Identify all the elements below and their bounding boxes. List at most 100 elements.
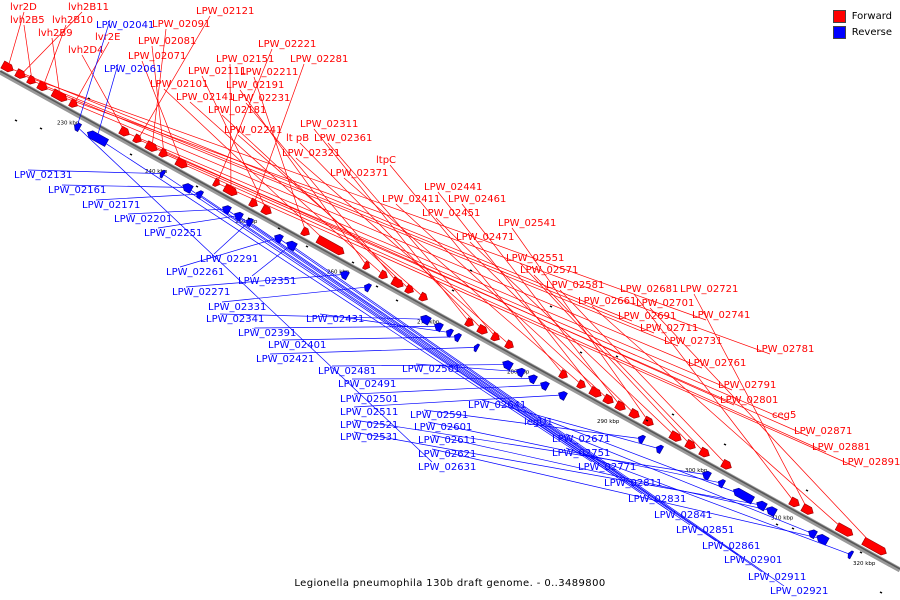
forward-gene-label: lvr2E [95,32,121,43]
reverse-gene-leader [251,244,292,277]
reverse-gene-label: LPW_02401 [268,340,326,351]
forward-gene [362,260,370,270]
reverse-gene-leader [27,169,163,174]
scale-tick-label: 230 kbp [57,120,80,126]
forward-gene-label: lvh2B5 [10,15,45,26]
forward-gene-leader [299,142,484,331]
forward-gene-leader [591,305,846,531]
minor-feature [549,305,553,308]
reverse-gene-leader [127,208,227,215]
forward-gene-leader [59,95,771,355]
reverse-gene-leader [95,193,200,201]
reverse-gene-label: LPW_02421 [256,354,314,365]
reverse-gene [702,470,712,481]
reverse-gene-label: LPW_02171 [82,200,140,211]
reverse-gene-leader [96,63,119,138]
reverse-gene-label: LPW_02921 [770,586,828,597]
forward-gene [300,226,310,237]
forward-gene-label: LPW_02461 [448,194,506,205]
reverse-gene-label: LPW_02521 [340,420,398,431]
reverse-gene [638,434,646,445]
reverse-gene-leader [353,394,563,408]
minor-feature [791,527,795,530]
reverse-gene-label: LPW_02861 [702,541,760,552]
forward-gene-label: LPW_02891 [842,457,900,468]
scale-tick-label: 310 kbp [771,515,794,521]
forward-gene-leader [559,289,728,466]
forward-gene-label: LPW_02111 [188,66,246,77]
forward-gene-leader [693,293,809,511]
forward-gene-label: LPW_02451 [422,208,480,219]
legend-reverse: Reverse [832,24,892,40]
forward-gene-leader [73,41,110,105]
reverse-gene-label: LPW_02251 [144,228,202,239]
reverse-gene-leader [179,237,279,268]
minor-feature [645,419,649,422]
genome-caption: Legionella pneumophila 130b draft genome… [294,578,606,589]
reverse-gene-leader [537,416,744,496]
reverse-gene [656,444,664,455]
reverse-gene [528,374,538,385]
legend-reverse-label: Reverse [851,26,892,38]
forward-gene-leader [437,191,597,394]
reverse-gene-leader [565,433,813,534]
reverse-gene [446,328,454,338]
reverse-gene [816,534,830,546]
scale-tick-label: 320 kbp [853,561,876,567]
reverse-gene [847,550,855,560]
legend-forward-label: Forward [851,10,892,22]
forward-gene-label: lvh2B11 [68,2,109,13]
forward-gene-leader [181,163,827,453]
minor-feature [305,245,309,248]
reverse-gene-leader [331,364,508,367]
scale-tick-label: 240 kbp [145,169,168,175]
reverse-gene-leader [281,336,458,341]
forward-gene-label: LPW_02141 [176,92,234,103]
forward-gene-label: LPW_02681 [620,284,678,295]
forward-gene-label: LPW_02411 [382,194,440,205]
reverse-gene [766,506,778,517]
minor-feature [39,127,43,130]
forward-gene-label: LPW_02151 [216,54,274,65]
reverse-gene-leader [319,313,450,333]
forward-gene-leader [124,131,733,391]
forward-gene-label: LPW_02081 [138,36,196,47]
reverse-gene-label: LPW_02911 [748,572,806,583]
minor-feature [395,299,399,302]
reverse-gene-leader [269,347,477,355]
forward-gene-label: LPW_02101 [150,79,208,90]
reverse-gene-label: LPW_02771 [578,462,636,473]
reverse-gene-label: LPW_02621 [418,449,476,460]
forward-gene-leader [389,164,565,376]
forward-gene-leader [533,274,706,454]
forward-gene-label: LPW_02721 [680,284,738,295]
reverse-gene-label: LPW_02561 [402,364,460,375]
forward-gene-label: lvh2B9 [38,28,73,39]
reverse-gene [364,283,372,293]
forward-gene-label: LPW_02221 [258,39,316,50]
forward-gene-leader [151,28,167,148]
reverse-gene-leader [431,448,823,540]
reverse-gene-leader [353,384,545,395]
forward-gene-label: LPW_02571 [520,265,578,276]
reverse-gene-leader [225,208,691,526]
reverse-gene-label: LPW_02271 [172,287,230,298]
forward-gene-label: LPW_02281 [290,54,348,65]
reverse-gene-label: LPW_02161 [48,185,106,196]
forward-gene-leader [216,48,273,184]
reverse-gene-leader [157,215,239,229]
forward-gene-leader [42,86,679,347]
reverse-gene-leader [351,378,533,380]
reverse-gene-label: LPW_02531 [340,432,398,443]
reverse-gene-leader [565,447,851,555]
forward-gene-leader [163,153,809,437]
reverse-gene-leader [186,187,643,495]
scale-tick-label: 290 kbp [597,419,620,425]
reverse-gene-leader [237,215,717,542]
reverse-gene-label: LPW_02601 [414,422,472,433]
forward-gene-leader [189,101,385,276]
minor-feature [775,523,779,526]
minor-feature [277,227,281,230]
forward-gene-label: LPW_02781 [756,344,814,355]
reverse-gene-label: LPW_02431 [306,314,364,325]
